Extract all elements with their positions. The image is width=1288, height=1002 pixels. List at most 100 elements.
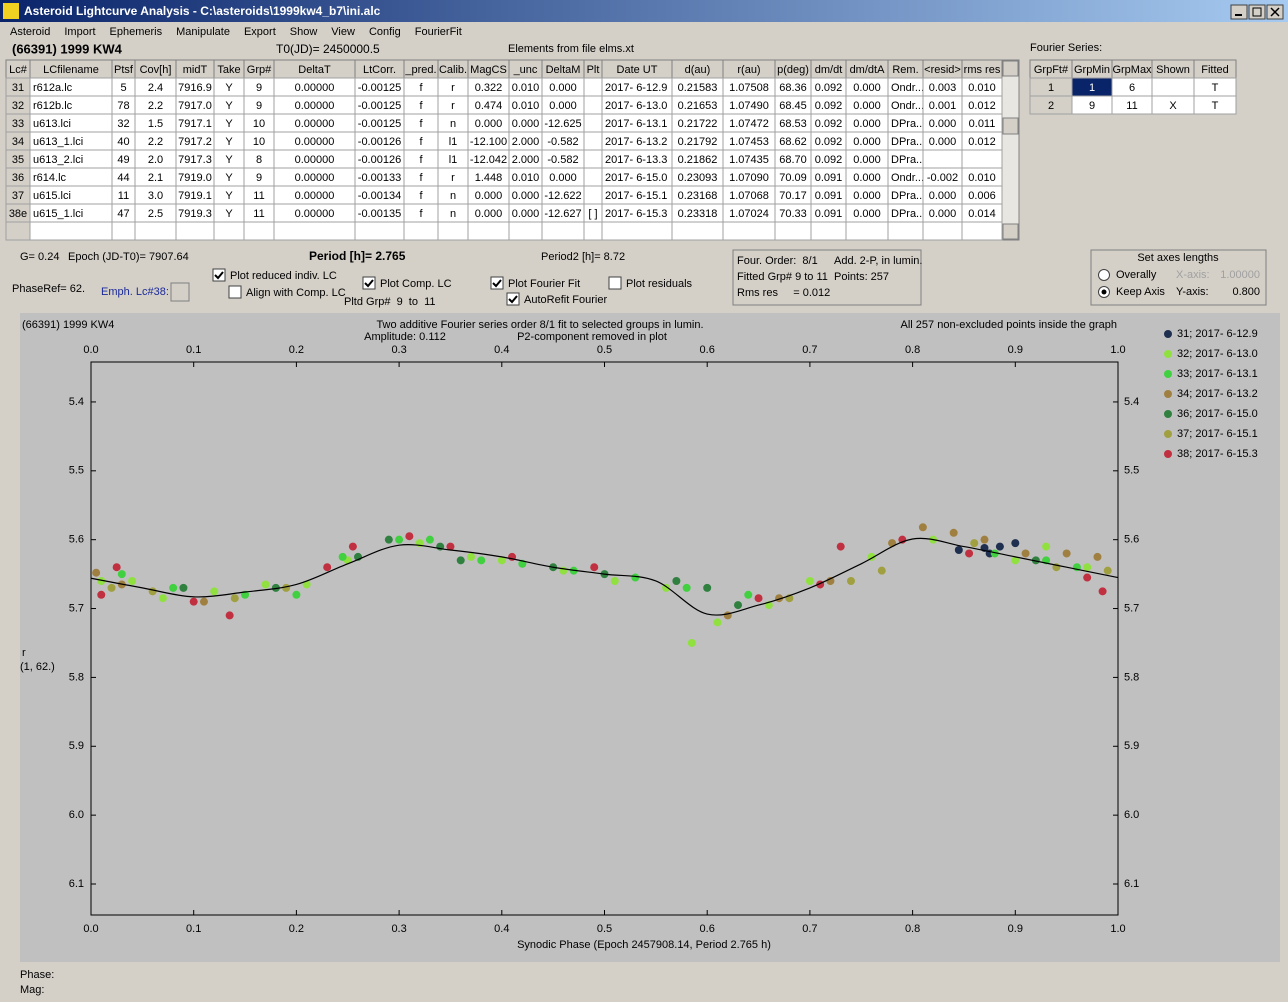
spin-button[interactable] xyxy=(170,282,190,302)
table-cell[interactable] xyxy=(111,221,136,241)
table-cell[interactable] xyxy=(810,221,847,241)
table-cell[interactable] xyxy=(887,221,924,241)
cell-text: Y xyxy=(225,154,233,166)
table-cell[interactable] xyxy=(175,221,215,241)
checkbox[interactable] xyxy=(212,268,226,282)
table-cell[interactable] xyxy=(583,167,603,187)
table-cell[interactable] xyxy=(583,77,603,97)
table-cell[interactable] xyxy=(774,221,812,241)
cell-text: r614.lc xyxy=(33,172,67,184)
legend-label: 33; 2017- 6-13.1 xyxy=(1177,368,1258,380)
table-cell[interactable] xyxy=(583,185,603,205)
minimize-button[interactable] xyxy=(1230,4,1248,20)
cell-text: r612a.lc xyxy=(33,82,73,94)
table-cell[interactable] xyxy=(354,221,405,241)
data-point xyxy=(302,580,311,589)
table-cell[interactable] xyxy=(467,221,510,241)
y-tick-label: 6.0 xyxy=(69,809,84,821)
maximize-button[interactable] xyxy=(1248,4,1266,20)
table-cell[interactable] xyxy=(845,221,889,241)
table-cell[interactable] xyxy=(722,221,776,241)
menu-item[interactable]: Manipulate xyxy=(176,26,230,38)
table-cell[interactable] xyxy=(583,149,603,169)
data-point xyxy=(158,594,167,603)
menu-item[interactable]: Import xyxy=(64,26,95,38)
table-cell[interactable] xyxy=(213,221,245,241)
table-cell[interactable] xyxy=(583,113,603,133)
table-cell[interactable] xyxy=(273,221,356,241)
table-cell[interactable] xyxy=(601,221,673,241)
data-point xyxy=(836,542,845,551)
checkbox[interactable] xyxy=(490,276,504,290)
scroll-up[interactable] xyxy=(1002,60,1019,77)
data-point xyxy=(210,587,219,596)
radio-label[interactable]: Overally xyxy=(1116,269,1157,281)
table-cell[interactable] xyxy=(922,221,963,241)
data-point xyxy=(1083,573,1092,582)
scrollbar[interactable] xyxy=(1001,59,1020,241)
cell-text: 1.07090 xyxy=(729,172,769,184)
checkbox-label[interactable]: AutoRefit Fourier xyxy=(524,294,607,306)
checkbox[interactable] xyxy=(506,292,520,306)
radio-label[interactable]: Keep Axis xyxy=(1116,286,1165,298)
table-cell[interactable] xyxy=(134,221,177,241)
cell-text: 7919.3 xyxy=(178,208,212,220)
checkbox-label[interactable]: Align with Comp. LC xyxy=(246,287,346,299)
table-cell[interactable] xyxy=(583,221,603,241)
checkbox[interactable] xyxy=(608,276,622,290)
cell-text: 0.092 xyxy=(815,100,843,112)
scroll-thumb[interactable] xyxy=(1002,117,1019,135)
table-cell[interactable] xyxy=(671,221,724,241)
table-cell[interactable] xyxy=(583,95,603,115)
menu-item[interactable]: Config xyxy=(369,26,401,38)
data-point xyxy=(230,594,239,603)
cell-text: -0.002 xyxy=(927,172,958,184)
table-cell[interactable] xyxy=(922,149,963,169)
menu-item[interactable]: Show xyxy=(290,26,318,38)
cell-text: 2 xyxy=(1048,100,1054,112)
table-cell[interactable] xyxy=(403,221,439,241)
column-header: Take xyxy=(217,64,240,76)
table-cell[interactable] xyxy=(1193,95,1237,115)
data-point xyxy=(713,618,722,627)
table-cell[interactable] xyxy=(583,131,603,151)
legend-marker xyxy=(1164,410,1172,418)
checkbox-label[interactable]: Plot residuals xyxy=(626,278,693,290)
checkbox-label[interactable]: Plot Fourier Fit xyxy=(508,278,580,290)
menu-item[interactable]: Ephemeris xyxy=(110,26,163,38)
table-cell[interactable] xyxy=(243,221,275,241)
table-cell[interactable] xyxy=(541,221,585,241)
cell-text: r612b.lc xyxy=(33,100,73,112)
cell-text: 0.092 xyxy=(815,136,843,148)
x-tick-label: 0.5 xyxy=(597,923,612,935)
menu-item[interactable]: FourierFit xyxy=(415,26,462,38)
checkbox[interactable] xyxy=(362,276,376,290)
menu-item[interactable]: Asteroid xyxy=(10,26,50,38)
cell-text: 2017- 6-12.9 xyxy=(605,82,667,94)
radio-button[interactable] xyxy=(1098,269,1110,281)
checkbox-label[interactable]: Plot reduced indiv. LC xyxy=(230,270,337,282)
menu-item[interactable]: Export xyxy=(244,26,276,38)
table-cell[interactable] xyxy=(5,221,31,241)
menu-item[interactable]: View xyxy=(331,26,355,38)
cell-text: 0.00000 xyxy=(295,154,335,166)
x-tick-label-top: 0.8 xyxy=(905,344,920,356)
cell-text: 33 xyxy=(12,118,24,130)
cell-text: 0.000 xyxy=(853,190,881,202)
table-cell[interactable] xyxy=(961,221,1003,241)
scroll-down[interactable] xyxy=(1002,223,1019,240)
x-tick-label: 0.2 xyxy=(289,923,304,935)
cell-text: 0.474 xyxy=(475,100,503,112)
table-cell[interactable] xyxy=(961,149,1003,169)
table-cell[interactable] xyxy=(508,221,543,241)
legend-marker xyxy=(1164,370,1172,378)
table-cell[interactable] xyxy=(1151,77,1195,97)
table-cell[interactable] xyxy=(29,221,113,241)
checkbox[interactable] xyxy=(228,285,242,299)
table-cell[interactable] xyxy=(437,221,469,241)
cell-text: u615.lci xyxy=(33,190,71,202)
x-tick-label-top: 0.6 xyxy=(700,344,715,356)
axis-name: Y-axis: xyxy=(1176,286,1209,298)
y-tick-label-right: 6.1 xyxy=(1124,878,1139,890)
checkbox-label[interactable]: Plot Comp. LC xyxy=(380,278,452,290)
